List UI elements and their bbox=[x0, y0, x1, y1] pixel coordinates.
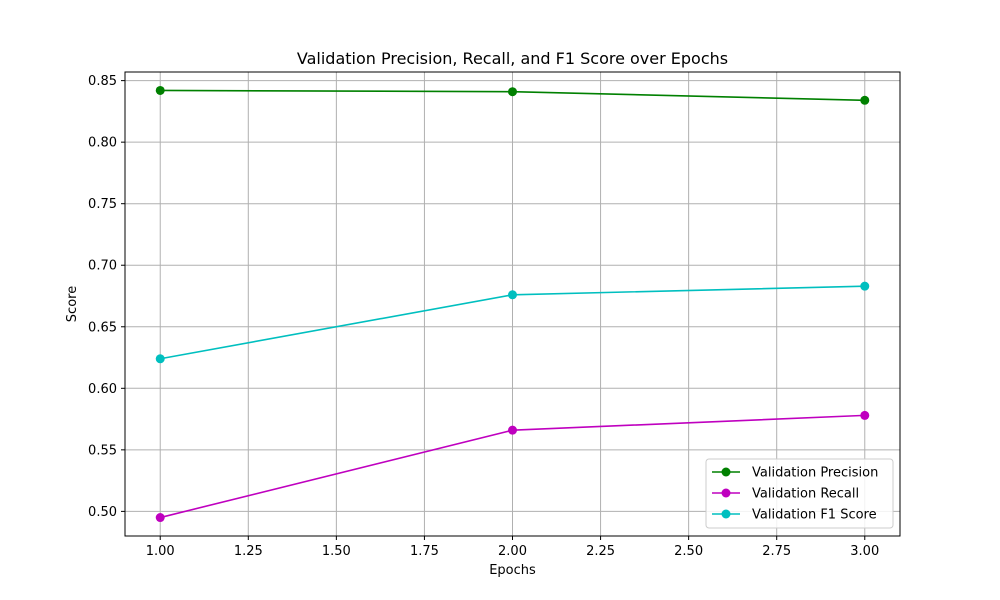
x-tick-label: 2.50 bbox=[674, 544, 703, 559]
legend-swatch-marker bbox=[721, 488, 731, 498]
y-tick-label: 0.55 bbox=[88, 443, 117, 458]
data-point bbox=[508, 425, 517, 435]
x-axis: 1.00 1.25 1.50 1.75 2.00 2.25 2.50 2.75 3.00 bbox=[146, 536, 879, 559]
legend-swatch-marker bbox=[721, 509, 731, 519]
x-tick-label: 1.50 bbox=[322, 544, 351, 559]
y-tick-label: 0.50 bbox=[88, 505, 117, 520]
data-point bbox=[155, 513, 165, 523]
y-axis: 0.50 0.55 0.60 0.65 0.70 0.75 0.80 0.85 bbox=[88, 74, 125, 520]
legend: Validation Precision Validation Recall Val… bbox=[705, 458, 894, 529]
x-tick-label: 2.25 bbox=[586, 544, 615, 559]
data-point bbox=[860, 281, 870, 291]
grid bbox=[125, 72, 900, 536]
x-tick-label: 1.00 bbox=[146, 544, 175, 559]
series-layer bbox=[155, 85, 870, 523]
legend-swatch-marker bbox=[721, 467, 731, 477]
legend-entry: Validation F1 Score bbox=[752, 508, 877, 523]
y-tick-label: 0.75 bbox=[88, 197, 117, 212]
data-point bbox=[860, 95, 870, 105]
y-tick-label: 0.85 bbox=[88, 74, 117, 89]
data-point bbox=[860, 410, 870, 420]
x-tick-label: 2.00 bbox=[498, 544, 527, 559]
legend-entry: Validation Precision bbox=[752, 466, 878, 481]
data-point bbox=[155, 85, 165, 95]
y-tick-label: 0.65 bbox=[88, 320, 117, 335]
y-tick-label: 0.60 bbox=[88, 382, 117, 397]
x-axis-label: Epochs bbox=[489, 563, 536, 578]
data-point bbox=[155, 354, 165, 364]
y-tick-label: 0.70 bbox=[88, 259, 117, 274]
y-tick-label: 0.80 bbox=[88, 136, 117, 151]
legend-entry: Validation Recall bbox=[752, 487, 859, 502]
legend-box bbox=[705, 458, 894, 529]
x-tick-label: 3.00 bbox=[850, 544, 879, 559]
data-point bbox=[508, 290, 517, 300]
y-axis-label: Score bbox=[65, 286, 80, 322]
x-tick-label: 2.75 bbox=[762, 544, 791, 559]
x-tick-label: 1.75 bbox=[410, 544, 439, 559]
chart-title: Validation Precision, Recall, and F1 Sco… bbox=[297, 49, 728, 68]
data-point bbox=[508, 87, 517, 97]
x-tick-label: 1.25 bbox=[234, 544, 263, 559]
